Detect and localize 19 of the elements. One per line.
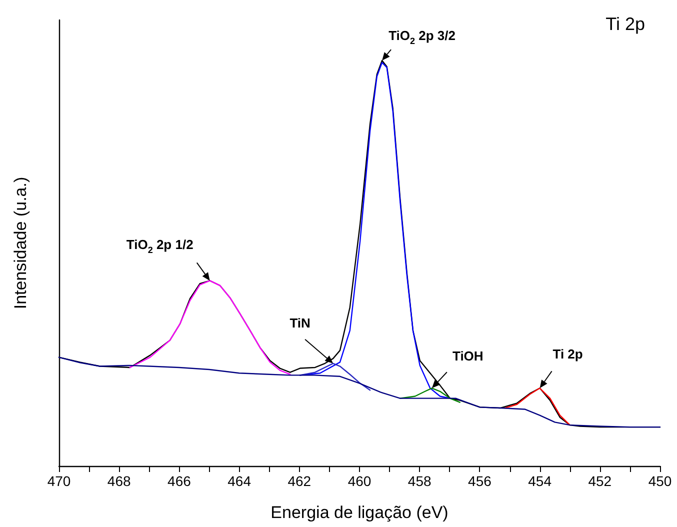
- x-tick-label: 456: [468, 473, 492, 489]
- annotation: Ti 2p: [552, 346, 583, 362]
- x-tick-label: 468: [107, 473, 131, 489]
- x-tick-label: 460: [348, 473, 372, 489]
- y-axis-title: Intensidade (u.a.): [11, 176, 30, 310]
- chart-title: Ti 2p: [606, 14, 645, 35]
- annotation: TiO$_{2}$ 2p 3/2: [388, 28, 456, 46]
- annotation: TiN: [290, 316, 310, 331]
- x-tick-label: 458: [408, 473, 432, 489]
- annotation: TiOH: [452, 348, 484, 364]
- x-tick-label: 466: [168, 473, 192, 489]
- annotation: TiO$_{2}$ 2p 1/2: [126, 236, 194, 254]
- x-tick-label: 452: [588, 473, 612, 489]
- x-tick-label: 462: [288, 473, 312, 489]
- x-tick-label: 464: [228, 473, 252, 489]
- x-tick-label: 470: [47, 473, 71, 489]
- x-tick-label: 450: [648, 473, 672, 489]
- x-tick-label: 454: [528, 473, 552, 489]
- x-axis-title: Energia de ligação (eV): [270, 503, 448, 522]
